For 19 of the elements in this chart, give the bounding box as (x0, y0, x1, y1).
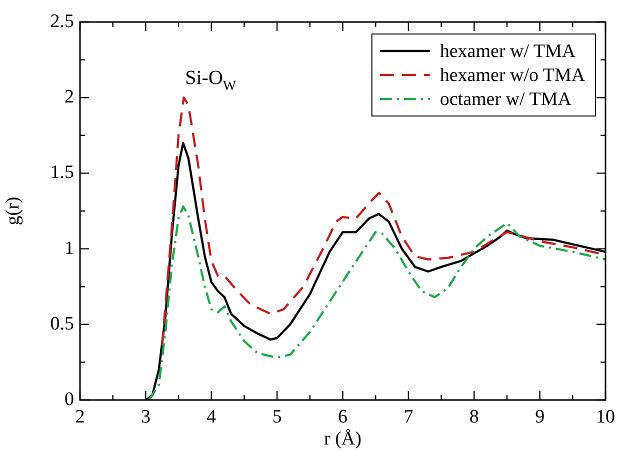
y-tick-label: 2 (64, 86, 74, 108)
legend-label: octamer w/ TMA (440, 88, 572, 110)
x-axis-title: r (Å) (324, 428, 362, 450)
legend-label: hexamer w/ TMA (440, 40, 576, 62)
x-tick-label: 8 (469, 406, 479, 428)
y-tick-label: 1.5 (50, 162, 74, 184)
x-tick-label: 5 (272, 406, 282, 428)
x-tick-label: 9 (535, 406, 545, 428)
y-tick-label: 0.5 (50, 313, 74, 334)
y-tick-label: 1 (64, 238, 74, 259)
legend-label: hexamer w/o TMA (440, 64, 586, 86)
x-tick-label: 6 (338, 406, 348, 428)
y-tick-label: 0 (64, 388, 74, 410)
x-tick-label: 3 (140, 406, 150, 428)
y-tick-label: 2.5 (50, 10, 74, 32)
y-axis-title: g(r) (2, 196, 24, 226)
x-tick-label: 10 (596, 406, 615, 428)
x-tick-label: 4 (206, 406, 217, 428)
x-tick-label: 7 (404, 406, 414, 428)
